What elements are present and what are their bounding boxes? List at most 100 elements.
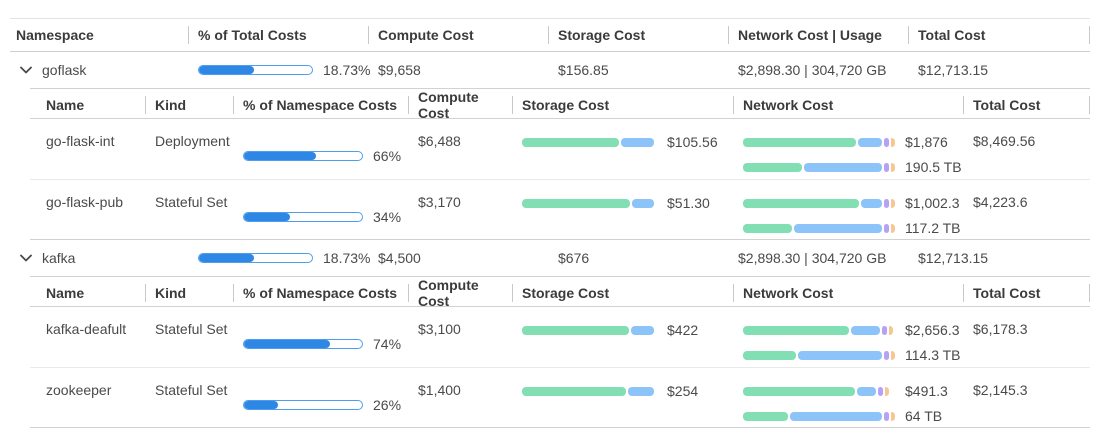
- workload-kind: Deployment: [155, 133, 230, 149]
- compute-cost-value: $3,170: [418, 194, 461, 210]
- storage-bar-blue-segment: [627, 386, 654, 396]
- percent-bar-fill: [199, 254, 255, 262]
- namespace-expander-kafka[interactable]: kafka: [10, 250, 188, 266]
- workload-name: go-flask-int: [46, 133, 115, 149]
- storage-bar-green-segment: [522, 198, 630, 208]
- workload-header-row: Name Kind % of Namespace Costs Compute C…: [30, 89, 1090, 121]
- percent-bar: [198, 253, 313, 263]
- percent-bar-fill: [199, 66, 255, 74]
- percent-label: 26%: [373, 396, 402, 413]
- col-name[interactable]: Name: [46, 285, 85, 301]
- percent-label: 18.73%: [323, 250, 371, 266]
- network-cost-label: $2,656.3: [905, 322, 960, 338]
- workload-kind: Stateful Set: [155, 194, 228, 210]
- network-usage-green-segment: [743, 411, 788, 421]
- workload-row-kafka-deafult[interactable]: kafka-deafult Stateful Set 74% $3,100 $4…: [30, 307, 1090, 367]
- network-usage-blue-segment: [789, 411, 882, 421]
- network-cost-usage-value: $2,898.30 | 304,720 GB: [738, 250, 887, 266]
- storage-cost-label: $51.30: [667, 195, 710, 211]
- network-usage-green-segment: [743, 223, 792, 233]
- network-usage-purple-segment: [884, 162, 889, 172]
- network-usage-orange-tip: [891, 411, 895, 421]
- network-cost-bar: [743, 198, 895, 208]
- network-cost-purple-segment: [882, 325, 888, 335]
- percent-label: 66%: [373, 148, 402, 164]
- network-cost-bar: [743, 386, 895, 396]
- col-network-cost-usage[interactable]: Network Cost | Usage: [728, 19, 908, 51]
- network-cost-label: $491.3: [905, 383, 948, 399]
- network-cost-orange-tip: [889, 325, 894, 335]
- namespace-name: goflask: [42, 62, 87, 78]
- network-cost-purple-segment: [884, 137, 889, 147]
- col-compute-cost[interactable]: Compute Cost: [408, 277, 512, 309]
- percent-bar-fill: [244, 400, 279, 409]
- network-cost-bar: [743, 325, 895, 335]
- col-network-cost[interactable]: Network Cost: [733, 89, 963, 121]
- storage-cost-label: $422: [667, 322, 699, 338]
- percent-bar-fill: [244, 152, 316, 160]
- network-cost-cell: $491.3 64 TB: [733, 368, 963, 427]
- network-cost-green-segment: [743, 137, 856, 147]
- network-cost-green-segment: [743, 198, 859, 208]
- workload-table-kafka: Name Kind % of Namespace Costs Compute C…: [30, 276, 1090, 428]
- network-cost-blue-segment: [857, 137, 882, 147]
- chevron-down-icon[interactable]: [20, 66, 32, 74]
- storage-bar-blue-segment: [621, 137, 654, 147]
- network-cost-cell: $1,002.3 117.2 TB: [733, 180, 963, 239]
- workload-table-goflask: Name Kind % of Namespace Costs Compute C…: [30, 88, 1090, 240]
- network-cost-blue-segment: [860, 198, 882, 208]
- compute-cost-value: $6,488: [418, 133, 461, 149]
- storage-cost-cell: $422: [512, 307, 733, 367]
- workload-name: zookeeper: [46, 382, 112, 398]
- percent-bar-fill: [244, 340, 331, 348]
- storage-cost-bar: [522, 325, 657, 335]
- network-usage-label: 117.2 TB: [905, 220, 961, 236]
- storage-cost-cell: $254: [512, 368, 733, 427]
- col-network-cost[interactable]: Network Cost: [733, 277, 963, 309]
- network-usage-orange-tip: [891, 223, 895, 233]
- col-compute-cost[interactable]: Compute Cost: [408, 89, 512, 121]
- col-storage-cost[interactable]: Storage Cost: [548, 19, 728, 51]
- storage-bar-green-segment: [522, 325, 629, 335]
- total-cost-value: $12,713.15: [918, 62, 989, 78]
- network-usage-label: 114.3 TB: [905, 347, 961, 363]
- percent-label: 74%: [373, 336, 402, 352]
- workload-row-go-flask-pub[interactable]: go-flask-pub Stateful Set 34% $3,170 $51…: [30, 179, 1090, 239]
- total-cost-value: $4,223.6: [973, 194, 1028, 210]
- col-pct-total-costs[interactable]: % of Total Costs: [188, 19, 368, 51]
- network-cost-label: $1,002.3: [905, 195, 960, 211]
- total-cost-value: $12,713.15: [918, 250, 989, 266]
- col-total-cost[interactable]: Total Cost: [963, 89, 1090, 121]
- workload-row-zookeeper[interactable]: zookeeper Stateful Set 26% $1,400 $254: [30, 367, 1090, 427]
- col-storage-cost[interactable]: Storage Cost: [512, 89, 733, 121]
- percent-label: 18.73%: [323, 62, 371, 78]
- workload-header-row: Name Kind % of Namespace Costs Compute C…: [30, 277, 1090, 309]
- storage-bar-blue-segment: [632, 198, 654, 208]
- network-usage-bar: [743, 411, 895, 421]
- workload-name: go-flask-pub: [46, 194, 124, 210]
- col-kind[interactable]: Kind: [145, 89, 233, 121]
- compute-cost-value: $3,100: [418, 321, 461, 337]
- col-namespace[interactable]: Namespace: [16, 27, 94, 43]
- total-cost-value: $8,469.56: [973, 133, 1036, 149]
- col-total-cost[interactable]: Total Cost: [908, 19, 1090, 51]
- percent-bar: [243, 211, 363, 222]
- col-pct-namespace-costs[interactable]: % of Namespace Costs: [233, 277, 408, 309]
- col-total-cost[interactable]: Total Cost: [963, 277, 1090, 309]
- network-usage-bar: [743, 223, 895, 233]
- network-usage-label: 64 TB: [905, 408, 943, 424]
- pct-namespace-costs-cell: 66%: [233, 119, 408, 179]
- storage-cost-cell: $51.30: [512, 180, 733, 239]
- pct-namespace-costs-cell: 34%: [233, 180, 408, 239]
- col-name[interactable]: Name: [46, 97, 85, 113]
- percent-bar: [243, 151, 363, 161]
- col-pct-namespace-costs[interactable]: % of Namespace Costs: [233, 89, 408, 121]
- chevron-down-icon[interactable]: [20, 254, 32, 262]
- namespace-header-row: Namespace % of Total Costs Compute Cost …: [10, 18, 1090, 52]
- col-storage-cost[interactable]: Storage Cost: [512, 277, 733, 309]
- namespace-expander-goflask[interactable]: goflask: [10, 62, 188, 78]
- workload-row-go-flask-int[interactable]: go-flask-int Deployment 66% $6,488 $105.…: [30, 119, 1090, 179]
- col-kind[interactable]: Kind: [145, 277, 233, 309]
- col-compute-cost[interactable]: Compute Cost: [368, 19, 548, 51]
